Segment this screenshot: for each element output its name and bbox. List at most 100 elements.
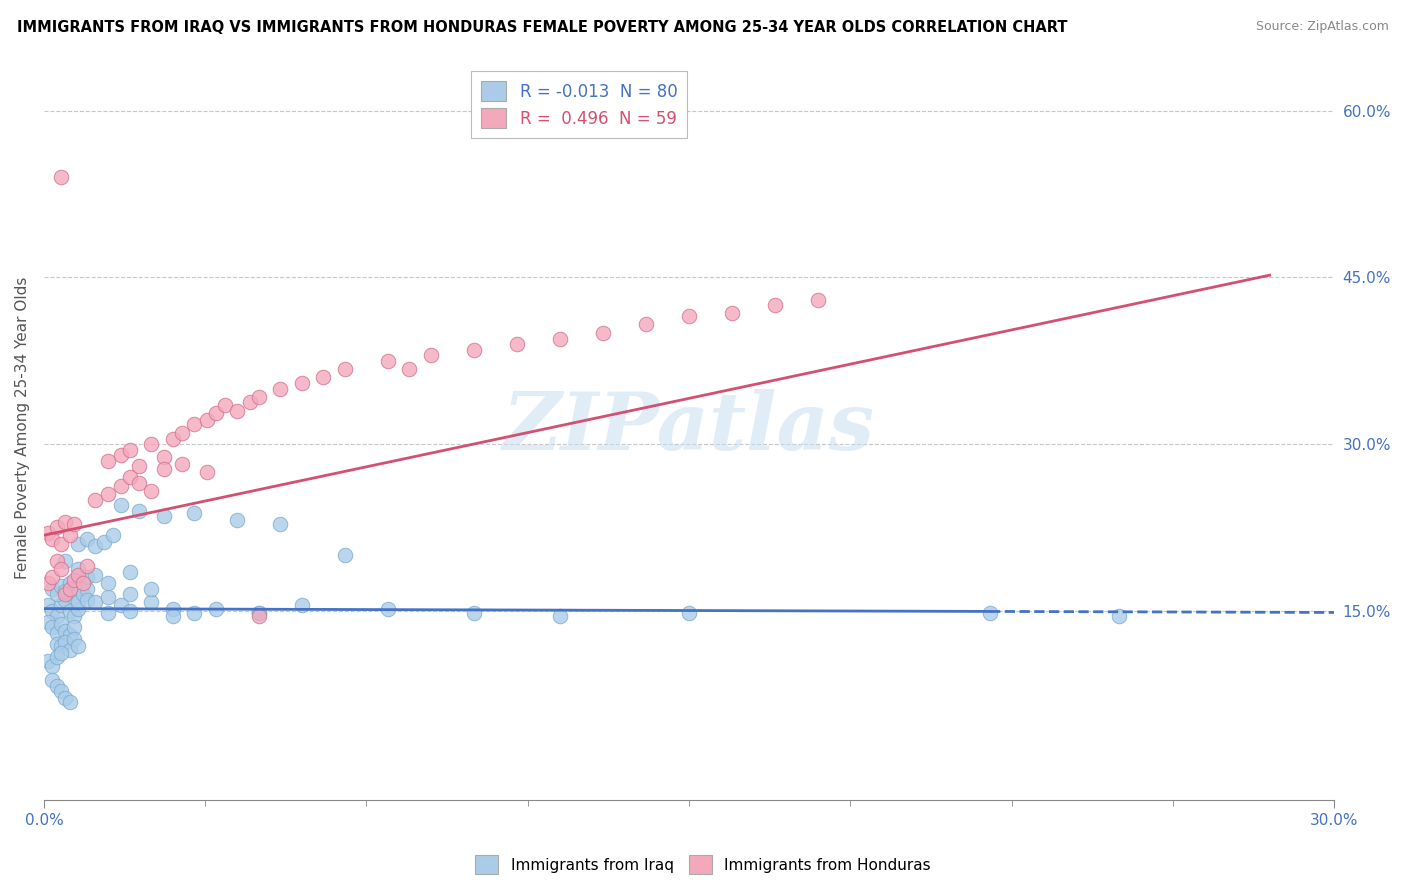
Point bbox=[37, 654, 59, 668]
Point bbox=[76, 582, 98, 596]
Point bbox=[118, 587, 141, 601]
Point bbox=[205, 601, 228, 615]
Point bbox=[49, 599, 72, 613]
Point bbox=[49, 683, 72, 698]
Point bbox=[183, 606, 205, 620]
Point bbox=[269, 382, 291, 396]
Point bbox=[59, 604, 82, 618]
Point bbox=[63, 573, 86, 587]
Point bbox=[247, 391, 270, 405]
Point bbox=[37, 576, 59, 591]
Point bbox=[548, 332, 571, 346]
Point bbox=[55, 583, 77, 598]
Point bbox=[247, 609, 270, 624]
Point bbox=[118, 442, 141, 457]
Point bbox=[55, 554, 77, 568]
Point bbox=[76, 592, 98, 607]
Point bbox=[141, 582, 163, 596]
Point bbox=[153, 450, 176, 465]
Point bbox=[141, 595, 163, 609]
Point bbox=[548, 609, 571, 624]
Point bbox=[269, 517, 291, 532]
Point bbox=[333, 548, 356, 562]
Point bbox=[41, 659, 63, 673]
Point bbox=[49, 579, 72, 593]
Point bbox=[312, 370, 335, 384]
Point bbox=[49, 537, 72, 551]
Point bbox=[128, 504, 150, 518]
Legend: R = -0.013  N = 80, R =  0.496  N = 59: R = -0.013 N = 80, R = 0.496 N = 59 bbox=[471, 71, 688, 138]
Point bbox=[67, 601, 90, 615]
Point bbox=[162, 432, 184, 446]
Point bbox=[63, 620, 86, 634]
Point bbox=[76, 532, 98, 546]
Point bbox=[721, 306, 744, 320]
Point bbox=[76, 570, 98, 584]
Point bbox=[247, 606, 270, 620]
Point bbox=[195, 465, 218, 479]
Point bbox=[205, 406, 228, 420]
Point bbox=[101, 528, 124, 542]
Point bbox=[141, 483, 163, 498]
Point bbox=[49, 646, 72, 660]
Point bbox=[183, 506, 205, 520]
Y-axis label: Female Poverty Among 25-34 Year Olds: Female Poverty Among 25-34 Year Olds bbox=[15, 277, 30, 579]
Point bbox=[72, 576, 94, 591]
Point bbox=[110, 479, 132, 493]
Point bbox=[678, 606, 700, 620]
Point bbox=[128, 475, 150, 490]
Point bbox=[118, 604, 141, 618]
Point bbox=[226, 404, 249, 418]
Point bbox=[84, 568, 107, 582]
Point bbox=[110, 498, 132, 512]
Point bbox=[59, 582, 82, 596]
Point bbox=[45, 650, 67, 665]
Point bbox=[195, 412, 218, 426]
Point bbox=[97, 576, 120, 591]
Point bbox=[41, 582, 63, 596]
Point bbox=[214, 398, 236, 412]
Point bbox=[63, 591, 86, 605]
Point bbox=[67, 640, 90, 654]
Point bbox=[37, 599, 59, 613]
Point bbox=[59, 528, 82, 542]
Point bbox=[41, 620, 63, 634]
Point bbox=[49, 640, 72, 654]
Point bbox=[1108, 609, 1130, 624]
Point bbox=[333, 361, 356, 376]
Point bbox=[37, 526, 59, 541]
Point bbox=[463, 343, 485, 357]
Point bbox=[110, 448, 132, 462]
Point bbox=[84, 595, 107, 609]
Point bbox=[97, 591, 120, 605]
Point bbox=[141, 437, 163, 451]
Point bbox=[807, 293, 830, 307]
Point bbox=[45, 679, 67, 693]
Point bbox=[67, 561, 90, 575]
Point bbox=[226, 513, 249, 527]
Point bbox=[67, 537, 90, 551]
Point bbox=[377, 353, 399, 368]
Point bbox=[45, 626, 67, 640]
Text: Source: ZipAtlas.com: Source: ZipAtlas.com bbox=[1256, 20, 1389, 33]
Point bbox=[55, 635, 77, 649]
Point bbox=[41, 570, 63, 584]
Point bbox=[110, 599, 132, 613]
Point bbox=[183, 417, 205, 431]
Point bbox=[97, 454, 120, 468]
Point bbox=[678, 310, 700, 324]
Point bbox=[170, 425, 193, 440]
Point bbox=[153, 509, 176, 524]
Point bbox=[55, 592, 77, 607]
Point bbox=[979, 606, 1001, 620]
Point bbox=[41, 673, 63, 687]
Point bbox=[55, 587, 77, 601]
Point bbox=[55, 690, 77, 705]
Point bbox=[76, 559, 98, 574]
Point bbox=[59, 695, 82, 709]
Point bbox=[41, 604, 63, 618]
Point bbox=[291, 376, 314, 390]
Point bbox=[49, 561, 72, 575]
Point bbox=[41, 532, 63, 546]
Point bbox=[420, 348, 443, 362]
